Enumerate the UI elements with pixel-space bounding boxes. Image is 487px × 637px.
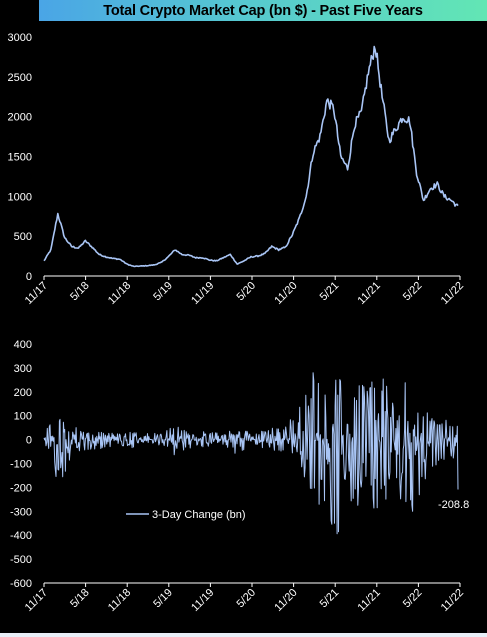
x-tick-label: 11/22: [439, 587, 466, 614]
y-tick-label: -300: [10, 506, 32, 518]
y-tick-label: -400: [10, 530, 32, 542]
x-tick-label: 11/19: [189, 587, 216, 614]
three-day-change-chart: 4003002001000-100-200-300-400-500-60011/…: [10, 339, 469, 614]
x-tick-label: 5/20: [234, 280, 258, 304]
y-tick-label: 300: [14, 363, 32, 375]
x-tick-label: 5/19: [151, 587, 175, 611]
y-tick-label: 2500: [8, 72, 32, 84]
y-tick-label: 1500: [8, 152, 32, 164]
market-cap-line: [43, 45, 459, 268]
y-tick-label: 0: [26, 271, 32, 283]
x-tick-label: 5/22: [401, 587, 425, 611]
y-tick-label: -200: [10, 482, 32, 494]
x-tick-label: 5/21: [318, 280, 342, 304]
x-tick-label: 11/18: [106, 280, 133, 307]
x-tick-label: 11/21: [356, 587, 383, 614]
y-tick-label: 2000: [8, 112, 32, 124]
chart-title-bar: Total Crypto Market Cap (bn $) - Past Fi…: [39, 0, 487, 21]
market-cap-chart: 0 500 1000 1500 2000 2500 3000 11/17 5/18 11/18 5/…: [8, 32, 467, 307]
y-tick-label: 100: [14, 411, 32, 423]
x-tick-label: 11/22: [439, 280, 466, 307]
y-tick-label: -600: [10, 578, 32, 590]
x-tick-label: 5/18: [68, 587, 92, 611]
x-tick-label: 11/18: [106, 587, 133, 614]
x-tick-label: 5/18: [68, 280, 92, 304]
x-tick-label: 11/19: [189, 280, 216, 307]
bottom-border: [0, 633, 487, 637]
x-tick-label: 11/20: [272, 587, 299, 614]
x-tick-label: 5/21: [318, 587, 342, 611]
x-tick-label: 11/17: [23, 587, 50, 614]
legend-label: 3-Day Change (bn): [152, 509, 246, 521]
y-tick-label: 1000: [8, 191, 32, 203]
x-tick-label: 11/17: [23, 280, 50, 307]
y-tick-label: 3000: [8, 32, 32, 44]
y-tick-label: 400: [14, 339, 32, 351]
x-tick-label: 5/22: [401, 280, 425, 304]
last-value-label: -208.8: [438, 499, 469, 511]
x-tick-label: 11/21: [356, 280, 383, 307]
chart-title: Total Crypto Market Cap (bn $) - Past Fi…: [103, 2, 423, 19]
x-tick-label: 5/20: [234, 587, 258, 611]
x-tick-label: 11/20: [272, 280, 299, 307]
y-tick-label: 0: [26, 435, 32, 447]
y-tick-label: 500: [14, 231, 32, 243]
y-tick-label: -100: [10, 459, 32, 471]
y-tick-label: -500: [10, 554, 32, 566]
three-day-change-line: [43, 372, 459, 535]
y-tick-label: 200: [14, 387, 32, 399]
x-tick-label: 5/19: [151, 280, 175, 304]
